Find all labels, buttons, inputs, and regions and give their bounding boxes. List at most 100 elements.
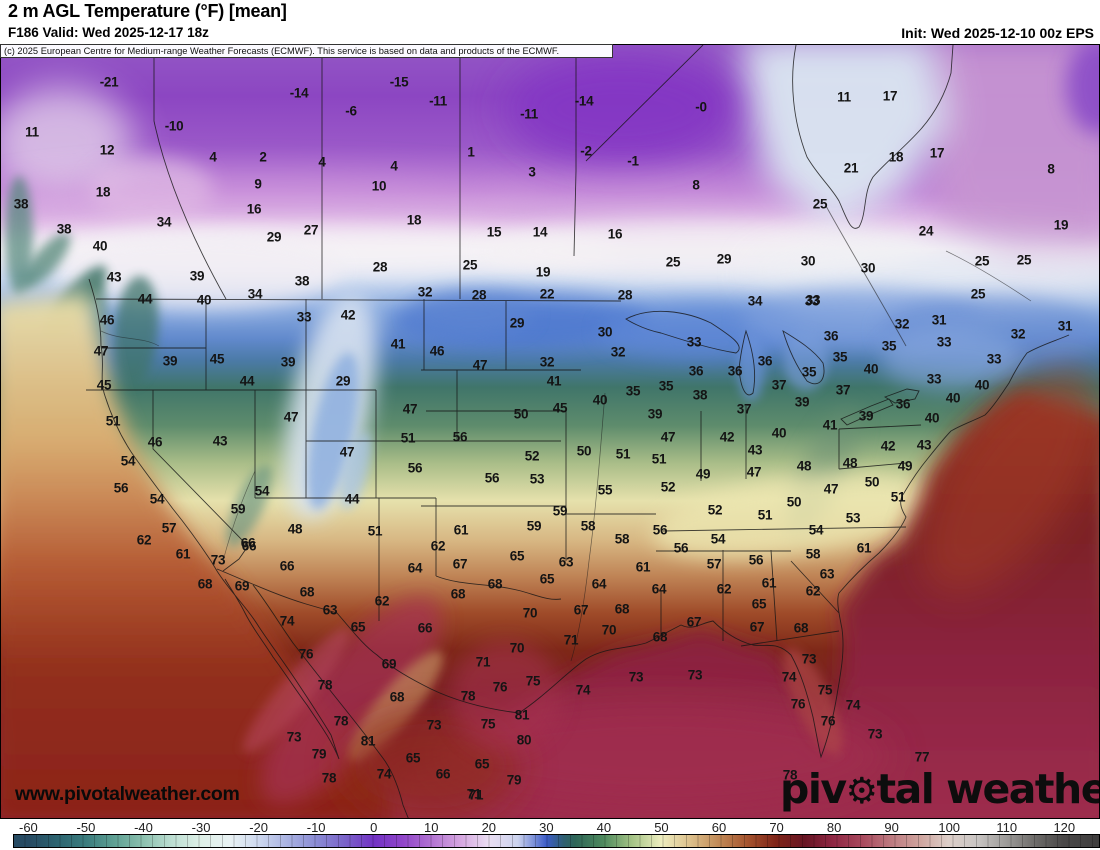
temp-label: 54 (254, 483, 270, 499)
scale-tick-label: 10 (424, 820, 439, 835)
temp-label: 39 (280, 354, 296, 370)
temp-label: 56 (407, 460, 423, 476)
temp-label: 71 (563, 632, 579, 648)
gear-icon: ⚙ (845, 770, 878, 812)
temp-label: 30 (800, 253, 816, 269)
temp-label: 37 (835, 382, 851, 398)
temp-label: 78 (782, 767, 798, 783)
temp-label: 18 (95, 184, 111, 200)
temp-label: 32 (894, 316, 910, 332)
temp-label: 63 (819, 566, 835, 582)
pivotal-weather-logo: piv⚙tal weather (780, 765, 1099, 813)
temp-label: 78 (333, 713, 349, 729)
temp-label: 78 (317, 677, 333, 693)
temp-label: 81 (360, 733, 376, 749)
temp-label: 74 (781, 669, 797, 685)
temp-label: 44 (137, 291, 153, 307)
scale-tick-label: 110 (996, 820, 1018, 835)
temp-label: 76 (298, 646, 314, 662)
temp-label: 35 (881, 338, 897, 354)
scale-tick-label: 60 (711, 820, 727, 835)
temp-label: 73 (628, 669, 644, 685)
temp-label: 58 (580, 518, 596, 534)
temp-label: 56 (452, 429, 468, 445)
temp-label: 47 (283, 409, 299, 425)
temp-label: 32 (610, 344, 626, 360)
temp-label: 36 (823, 328, 839, 344)
temp-label: 46 (147, 434, 163, 450)
temp-label: 28 (617, 287, 633, 303)
temp-label: -0 (695, 99, 707, 115)
temp-label: 65 (474, 756, 490, 772)
temp-label: 41 (822, 417, 838, 433)
temp-label: 42 (340, 307, 356, 323)
temp-label: 55 (597, 482, 613, 498)
temp-label: 38 (56, 221, 72, 237)
temp-label: 35 (625, 383, 641, 399)
temp-label: 68 (450, 586, 466, 602)
temp-label: 28 (471, 287, 487, 303)
scale-tick-label: 40 (596, 820, 612, 835)
temp-label: 29 (716, 251, 732, 267)
temp-label: 33 (805, 292, 821, 308)
temp-label: 79 (311, 746, 327, 762)
header: 2 m AGL Temperature (°F) [mean] F186 Val… (0, 0, 1100, 44)
temp-label: 8 (1047, 161, 1055, 177)
temp-label: 54 (149, 491, 165, 507)
temp-label: 3 (528, 164, 536, 180)
temp-label: 36 (757, 353, 773, 369)
temp-label: 77 (914, 749, 930, 765)
temp-label: -1 (627, 153, 639, 169)
temp-label: 25 (665, 254, 681, 270)
temp-label: 65 (751, 596, 767, 612)
temp-label: 68 (614, 601, 630, 617)
temp-label: -10 (164, 118, 184, 134)
temp-label: 62 (430, 538, 446, 554)
temp-label: 40 (92, 238, 108, 254)
temp-label: 62 (374, 593, 390, 609)
temp-label: 52 (524, 448, 540, 464)
temp-label: 67 (573, 602, 589, 618)
temp-label: 62 (805, 583, 821, 599)
temp-label: 49 (695, 466, 711, 482)
temp-label: 38 (13, 196, 29, 212)
map-canvas: -21 -14 -15 -11 -11 -14 -6 -0 11 17 11 -10 12 4 2 4 4 10 9… (0, 44, 1100, 819)
temp-label: 16 (607, 226, 623, 242)
temp-label: 39 (794, 394, 810, 410)
temp-label: 41 (390, 336, 406, 352)
temp-label: 11 (25, 124, 39, 140)
temp-label: 62 (136, 532, 152, 548)
temp-label: 64 (407, 560, 423, 576)
temp-label: 76 (492, 679, 508, 695)
temp-label: 61 (761, 575, 777, 591)
temp-label: 70 (522, 605, 538, 621)
scale-tick-label: 20 (481, 820, 497, 835)
temp-label: 54 (710, 531, 726, 547)
temp-label: 28 (372, 259, 388, 275)
temp-label: 78 (321, 770, 337, 786)
temp-label: 70 (509, 640, 525, 656)
temp-label: 64 (591, 576, 607, 592)
temp-label: 61 (856, 540, 872, 556)
scale-tick-label: -30 (191, 820, 211, 835)
temp-label: 39 (189, 268, 205, 284)
scale-tick-label: 0 (370, 820, 378, 835)
scale-tick-label: 100 (938, 820, 961, 835)
watermark-url: www.pivotalweather.com (15, 783, 240, 805)
temp-label: 68 (389, 689, 405, 705)
scale-tick-label: 120 (1053, 820, 1076, 835)
temp-label: 50 (576, 443, 592, 459)
temp-label: 39 (647, 406, 663, 422)
temp-label: 81 (514, 707, 530, 723)
color-scale: -60 -50 -40 -30 -20 -10 0 10 20 30 40 50 60 70 80 90 100… (0, 819, 1100, 850)
temp-label: 29 (335, 373, 351, 389)
temp-label: 33 (936, 334, 952, 350)
temp-label: -14 (289, 85, 309, 101)
map-borders (86, 45, 1070, 818)
temp-label: 42 (719, 429, 735, 445)
temp-label: 51 (651, 451, 667, 467)
temp-label: 73 (867, 726, 883, 742)
temp-label: 73 (210, 552, 226, 568)
temp-label: 33 (296, 309, 312, 325)
temp-label: 56 (113, 480, 129, 496)
